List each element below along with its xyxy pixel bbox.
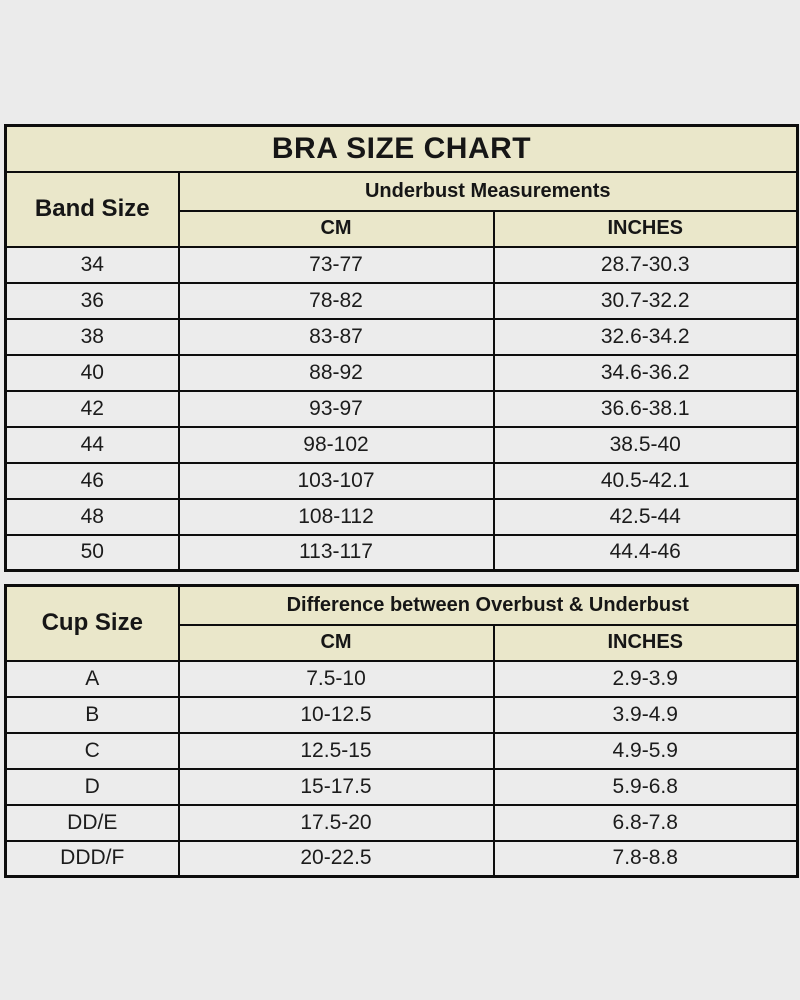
band-size-header: Band Size (4, 170, 180, 248)
inches-value-cell: 44.4-46 (492, 533, 799, 572)
table-row: DDD/F 20-22.5 7.8-8.8 (4, 839, 799, 878)
band-size-table: BRA SIZE CHART Band Size Underbust Measu… (4, 124, 799, 572)
cup-size-cell: C (4, 731, 180, 770)
inches-value-cell: 40.5-42.1 (492, 461, 799, 500)
cm-value-cell: 17.5-20 (177, 803, 495, 842)
cm-value-cell: 103-107 (177, 461, 495, 500)
table-row: 46 103-107 40.5-42.1 (4, 461, 799, 500)
inches-value-cell: 36.6-38.1 (492, 389, 799, 428)
band-size-cell: 48 (4, 497, 180, 536)
table-row: 44 98-102 38.5-40 (4, 425, 799, 464)
inches-value-cell: 30.7-32.2 (492, 281, 799, 320)
table-row: B 10-12.5 3.9-4.9 (4, 695, 799, 734)
table-row: 36 78-82 30.7-32.2 (4, 281, 799, 320)
band-size-cell: 38 (4, 317, 180, 356)
band-cm-column-header: CM (177, 209, 495, 248)
difference-overbust-underbust-header: Difference between Overbust & Underbust (177, 584, 799, 626)
inches-value-cell: 6.8-7.8 (492, 803, 799, 842)
underbust-measurements-header: Underbust Measurements (177, 170, 799, 212)
inches-value-cell: 28.7-30.3 (492, 245, 799, 284)
cup-size-table: Cup Size Difference between Overbust & U… (4, 584, 799, 878)
band-size-cell: 42 (4, 389, 180, 428)
table-row: 42 93-97 36.6-38.1 (4, 389, 799, 428)
inches-value-cell: 7.8-8.8 (492, 839, 799, 878)
band-size-cell: 36 (4, 281, 180, 320)
cm-value-cell: 113-117 (177, 533, 495, 572)
cm-value-cell: 83-87 (177, 317, 495, 356)
band-size-cell: 44 (4, 425, 180, 464)
cm-value-cell: 78-82 (177, 281, 495, 320)
cup-size-cell: DDD/F (4, 839, 180, 878)
cm-value-cell: 15-17.5 (177, 767, 495, 806)
cup-cm-column-header: CM (177, 623, 495, 662)
table-row: 34 73-77 28.7-30.3 (4, 245, 799, 284)
cup-size-cell: B (4, 695, 180, 734)
inches-value-cell: 38.5-40 (492, 425, 799, 464)
cup-size-cell: D (4, 767, 180, 806)
cm-value-cell: 10-12.5 (177, 695, 495, 734)
cup-inches-column-header: INCHES (492, 623, 799, 662)
table-row: 40 88-92 34.6-36.2 (4, 353, 799, 392)
band-size-cell: 46 (4, 461, 180, 500)
chart-title: BRA SIZE CHART (4, 124, 799, 173)
band-inches-column-header: INCHES (492, 209, 799, 248)
cm-value-cell: 108-112 (177, 497, 495, 536)
table-row: 38 83-87 32.6-34.2 (4, 317, 799, 356)
band-size-cell: 50 (4, 533, 180, 572)
band-size-cell: 34 (4, 245, 180, 284)
table-row: 50 113-117 44.4-46 (4, 533, 799, 572)
cm-value-cell: 12.5-15 (177, 731, 495, 770)
band-size-cell: 40 (4, 353, 180, 392)
inches-value-cell: 4.9-5.9 (492, 731, 799, 770)
table-gap (4, 572, 796, 584)
inches-value-cell: 2.9-3.9 (492, 659, 799, 698)
cup-size-cell: DD/E (4, 803, 180, 842)
table-row: 48 108-112 42.5-44 (4, 497, 799, 536)
cm-value-cell: 7.5-10 (177, 659, 495, 698)
cm-value-cell: 98-102 (177, 425, 495, 464)
table-row: D 15-17.5 5.9-6.8 (4, 767, 799, 806)
table-row: A 7.5-10 2.9-3.9 (4, 659, 799, 698)
cm-value-cell: 20-22.5 (177, 839, 495, 878)
cm-value-cell: 73-77 (177, 245, 495, 284)
bra-size-chart: BRA SIZE CHART Band Size Underbust Measu… (4, 124, 799, 878)
table-row: C 12.5-15 4.9-5.9 (4, 731, 799, 770)
cup-size-cell: A (4, 659, 180, 698)
inches-value-cell: 5.9-6.8 (492, 767, 799, 806)
inches-value-cell: 32.6-34.2 (492, 317, 799, 356)
table-row: DD/E 17.5-20 6.8-7.8 (4, 803, 799, 842)
cup-size-header: Cup Size (4, 584, 180, 662)
inches-value-cell: 34.6-36.2 (492, 353, 799, 392)
inches-value-cell: 3.9-4.9 (492, 695, 799, 734)
cm-value-cell: 88-92 (177, 353, 495, 392)
cm-value-cell: 93-97 (177, 389, 495, 428)
inches-value-cell: 42.5-44 (492, 497, 799, 536)
